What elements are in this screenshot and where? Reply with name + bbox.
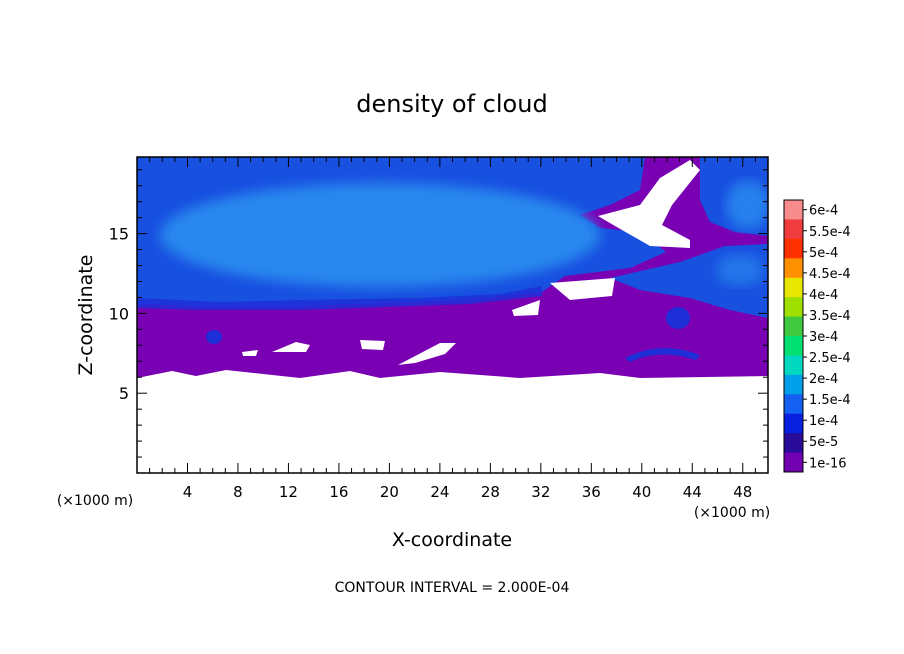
x-tick-label: 36 [582, 483, 601, 501]
x-tick-label: 28 [481, 483, 500, 501]
x-tick-label: 12 [279, 483, 298, 501]
colorbar-swatch [784, 355, 803, 376]
contour-interval-note: CONTOUR INTERVAL = 2.000E-04 [335, 580, 570, 596]
colorbar-swatch [784, 258, 803, 279]
colorbar-swatch [784, 219, 803, 240]
y-axis-label: Z-coordinate [75, 255, 97, 376]
clear-gap [512, 300, 540, 316]
colorbar-swatch [784, 297, 803, 318]
x-tick-label: 8 [233, 483, 243, 501]
colorbar-swatch [784, 200, 803, 220]
y-axis: 5 10 15 [109, 169, 768, 458]
colorbar-swatch [784, 238, 803, 259]
colorbar-label: 2.5e-4 [809, 351, 851, 366]
clear-gap [550, 278, 615, 300]
colorbar-swatch [784, 433, 803, 454]
colorbar-swatch [784, 316, 803, 337]
colorbar-label: 1e-4 [809, 414, 838, 429]
thin-cloud-arc [625, 348, 700, 362]
colorbar-label: 5.5e-4 [809, 225, 851, 240]
colorbar: 6e-4 5.5e-4 5e-4 4.5e-4 4e-4 3.5e-4 3e-4 2.5e-4… [783, 199, 851, 473]
x-unit-left: (×1000 m) [57, 493, 133, 509]
x-tick-label: 24 [430, 483, 449, 501]
x-tick-label: 32 [531, 483, 550, 501]
colorbar-label: 2e-4 [809, 372, 838, 387]
x-axis-label: X-coordinate [392, 529, 512, 551]
colorbar-label: 1.5e-4 [809, 393, 851, 408]
y-tick-label: 5 [119, 384, 129, 403]
cloud-base-edge [137, 286, 542, 310]
x-axis: 4 8 12 16 20 24 28 32 36 40 44 48 [149, 157, 756, 501]
cloud-core [160, 183, 600, 287]
x-tick-label: 16 [329, 483, 348, 501]
small-cloud-blob [666, 307, 690, 329]
colorbar-label: 6e-4 [809, 204, 838, 219]
x-tick-label: 40 [632, 483, 651, 501]
y-tick-label: 15 [109, 225, 129, 244]
clear-gap [398, 343, 456, 365]
clear-gap [272, 342, 310, 352]
colorbar-swatch [784, 413, 803, 434]
clear-gap [360, 340, 385, 350]
cloud-core-east-low [716, 254, 764, 286]
clear-gap [242, 350, 258, 356]
x-tick-label: 4 [183, 483, 193, 501]
colorbar-label: 4e-4 [809, 288, 838, 303]
density-field [137, 157, 768, 473]
y-tick-label: 10 [109, 304, 129, 323]
small-cloud-blob [206, 330, 222, 344]
colorbar-swatch [784, 336, 803, 356]
colorbar-swatch [784, 277, 803, 298]
colorbar-label: 1e-16 [809, 456, 847, 471]
colorbar-label: 5e-4 [809, 246, 838, 261]
colorbar-swatch [784, 452, 803, 473]
colorbar-label: 4.5e-4 [809, 267, 851, 282]
chart-title: density of cloud [356, 90, 547, 118]
colorbar-swatch [784, 394, 803, 415]
colorbar-label: 3.5e-4 [809, 309, 851, 324]
colorbar-swatch [784, 374, 803, 395]
cloud-core-east [726, 181, 768, 229]
x-tick-label: 48 [733, 483, 752, 501]
clear-gap [598, 160, 700, 248]
colorbar-label: 5e-5 [809, 435, 838, 450]
colorbar-label: 3e-4 [809, 330, 838, 345]
x-unit-right: (×1000 m) [694, 505, 770, 521]
x-tick-label: 20 [380, 483, 399, 501]
x-tick-label: 44 [683, 483, 702, 501]
